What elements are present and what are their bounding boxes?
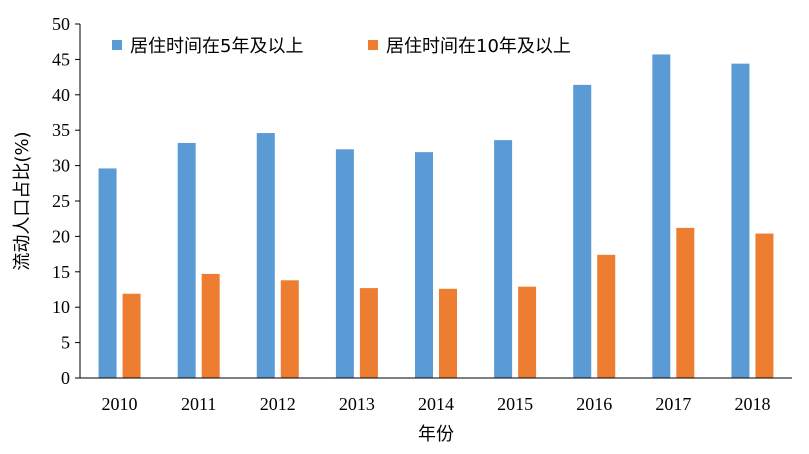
y-tick-label: 20 <box>52 226 70 246</box>
y-tick-label: 15 <box>52 262 70 282</box>
x-tick-label: 2010 <box>102 394 138 414</box>
y-tick-label: 45 <box>52 49 70 69</box>
legend-swatch <box>112 40 122 50</box>
y-tick-label: 0 <box>61 368 70 388</box>
y-tick-label: 50 <box>52 14 70 34</box>
bar-five-year-2011 <box>177 142 196 378</box>
bar-five-year-2015 <box>494 140 513 378</box>
x-tick-label: 2015 <box>497 394 533 414</box>
y-tick-label: 25 <box>52 191 70 211</box>
y-tick-label: 40 <box>52 85 70 105</box>
x-tick-label: 2016 <box>576 394 612 414</box>
bars-group <box>98 54 774 378</box>
x-tick-label: 2018 <box>734 394 770 414</box>
legend-swatch <box>368 40 378 50</box>
bar-ten-year-2017 <box>676 227 695 378</box>
legend-label: 居住时间在5年及以上 <box>130 36 303 57</box>
bar-ten-year-2015 <box>518 286 537 378</box>
bar-ten-year-2013 <box>359 288 378 378</box>
x-axis-title: 年份 <box>418 424 454 445</box>
bar-five-year-2010 <box>98 168 117 378</box>
y-tick-label: 10 <box>52 297 70 317</box>
y-axis-ticks: 0 5 10 15 20 25 30 35 40 45 50 <box>52 14 80 388</box>
bar-ten-year-2011 <box>201 273 220 378</box>
legend-label: 居住时间在10年及以上 <box>386 36 571 57</box>
y-axis-title: 流动人口占比(%) <box>12 131 33 270</box>
y-tick-label: 35 <box>52 120 70 140</box>
bar-ten-year-2010 <box>122 293 141 378</box>
x-tick-label: 2017 <box>655 394 691 414</box>
bar-ten-year-2018 <box>755 233 774 378</box>
bar-five-year-2018 <box>731 63 750 378</box>
bar-five-year-2016 <box>573 84 592 378</box>
x-tick-label: 2014 <box>418 394 454 414</box>
y-tick-label: 5 <box>61 333 70 353</box>
x-tick-label: 2013 <box>339 394 375 414</box>
bar-ten-year-2016 <box>597 254 616 378</box>
x-tick-label: 2011 <box>181 394 216 414</box>
x-tick-label: 2012 <box>260 394 296 414</box>
bar-five-year-2014 <box>415 152 433 378</box>
bar-five-year-2013 <box>335 149 354 378</box>
bar-ten-year-2014 <box>439 288 457 378</box>
bar-ten-year-2012 <box>280 280 299 378</box>
bar-five-year-2017 <box>652 54 671 378</box>
bar-five-year-2012 <box>256 133 275 378</box>
legend: 居住时间在5年及以上 居住时间在10年及以上 <box>112 36 571 57</box>
x-axis-ticks: 2010 2011 2012 2013 2014 2015 2016 2017 2018 <box>102 394 771 414</box>
y-tick-label: 30 <box>52 156 70 176</box>
